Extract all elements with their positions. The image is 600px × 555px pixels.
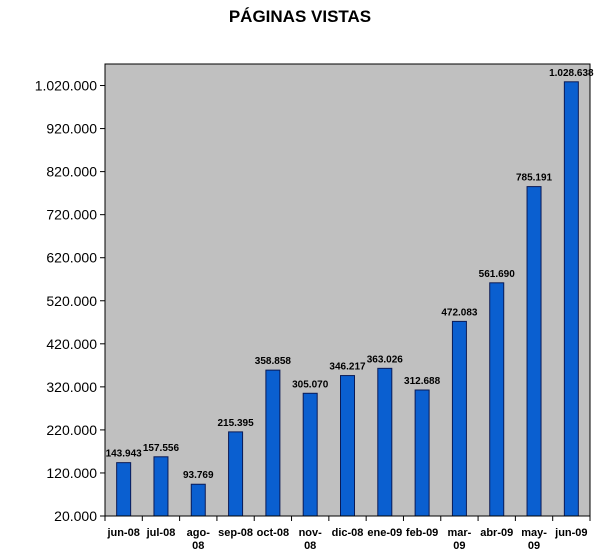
x-tick-label-line: jun-09 — [554, 527, 587, 539]
y-tick-label: 820.000 — [46, 164, 97, 180]
x-tick-label-line: nov- — [299, 527, 323, 539]
x-tick-label: oct-08 — [257, 527, 289, 539]
data-label: 358.858 — [255, 356, 292, 367]
x-tick-label: ago-08 — [187, 527, 211, 552]
chart-title: PÁGINAS VISTAS — [229, 7, 371, 26]
bar — [526, 186, 542, 517]
data-label: 472.083 — [441, 307, 478, 318]
data-label: 785.191 — [516, 173, 553, 184]
data-label: 346.217 — [329, 362, 366, 373]
y-axis: 20.000 120.000 220.000 320.000 420.000 520.00… — [35, 64, 106, 524]
data-label: 143.943 — [106, 449, 143, 460]
data-label: 157.556 — [143, 443, 180, 454]
x-tick-label: jul-08 — [146, 527, 176, 539]
x-tick-label-line: jun-08 — [106, 527, 139, 539]
bar — [414, 389, 430, 517]
x-tick-label: abr-09 — [480, 527, 513, 539]
x-tick-label: nov-08 — [299, 527, 323, 552]
y-tick-label: 920.000 — [46, 121, 97, 137]
bar — [377, 367, 393, 517]
x-tick-label-line: dic-08 — [332, 527, 364, 539]
x-tick-label-line: jul-08 — [146, 527, 176, 539]
bar — [340, 375, 355, 517]
x-tick-label: sep-08 — [218, 527, 253, 539]
data-label: 305.070 — [292, 379, 329, 390]
x-tick-label-line: mar- — [448, 527, 472, 539]
data-label: 1.028.638 — [549, 68, 594, 79]
data-label: 312.688 — [404, 376, 441, 387]
x-tick-label-line: may- — [521, 527, 547, 539]
x-tick-label-line: oct-08 — [257, 527, 289, 539]
x-tick-label-line: ago- — [187, 527, 211, 539]
y-tick-label: 620.000 — [46, 250, 97, 266]
x-tick-label: feb-09 — [406, 527, 438, 539]
y-tick-label: 720.000 — [46, 207, 97, 223]
data-label: 363.026 — [367, 354, 404, 365]
x-tick-label: dic-08 — [332, 527, 364, 539]
y-tick-label: 320.000 — [46, 379, 97, 395]
y-tick-label: 1.020.000 — [35, 78, 97, 94]
y-tick-label: 220.000 — [46, 422, 97, 438]
bar — [116, 462, 132, 517]
data-label: 561.690 — [479, 269, 516, 280]
bar — [302, 392, 318, 517]
bar — [153, 456, 169, 517]
data-label: 93.769 — [183, 470, 214, 481]
y-tick-label: 120.000 — [46, 465, 97, 481]
x-tick-label-line: 08 — [192, 540, 204, 552]
bar — [563, 81, 579, 517]
x-tick-label-line: 09 — [453, 540, 465, 552]
x-tick-label-line: sep-08 — [218, 527, 253, 539]
x-tick-label-line: 08 — [304, 540, 316, 552]
bar — [190, 483, 206, 517]
bar — [451, 320, 467, 517]
bar — [228, 431, 244, 517]
x-tick-label: ene-09 — [367, 527, 402, 539]
x-tick-label: may-09 — [521, 527, 547, 552]
y-tick-label: 520.000 — [46, 293, 97, 309]
bar — [265, 369, 281, 517]
y-tick-label: 20.000 — [54, 508, 97, 524]
x-tick-label: jun-08 — [106, 527, 139, 539]
x-tick-label: jun-09 — [554, 527, 587, 539]
y-tick-label: 420.000 — [46, 336, 97, 352]
x-tick-label-line: 09 — [528, 540, 540, 552]
bar — [489, 282, 505, 517]
x-tick-label-line: ene-09 — [367, 527, 402, 539]
x-tick-label-line: abr-09 — [480, 527, 513, 539]
x-tick-label-line: feb-09 — [406, 527, 438, 539]
data-label: 215.395 — [217, 418, 254, 429]
x-tick-label: mar-09 — [448, 527, 472, 552]
